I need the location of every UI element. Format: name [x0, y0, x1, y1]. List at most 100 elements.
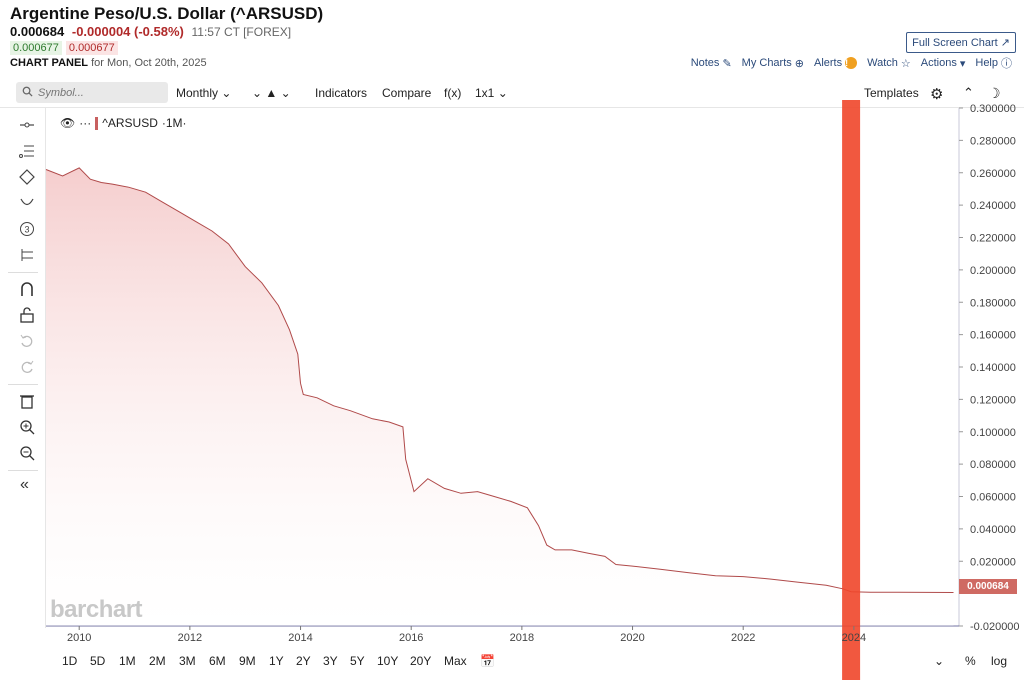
- chevron-down-icon: ⌄: [221, 86, 232, 100]
- quote-time: 11:57 CT [FOREX]: [191, 25, 292, 39]
- undo-icon[interactable]: [18, 332, 36, 350]
- percent-toggle[interactable]: %: [965, 654, 976, 668]
- x-tick-label: 2024: [842, 632, 866, 644]
- legend-symbol: ^ARSUSD: [102, 116, 158, 130]
- trash-icon[interactable]: [18, 392, 36, 410]
- templates-button[interactable]: Templates: [864, 86, 919, 100]
- series-color-swatch: [95, 116, 99, 130]
- y-tick-label: 0.240000: [970, 200, 1016, 212]
- last-price-tag: 0.000684: [959, 579, 1017, 594]
- range-5y[interactable]: 5Y: [350, 654, 365, 668]
- log-toggle[interactable]: log: [991, 654, 1008, 668]
- fib-tool-icon[interactable]: [18, 142, 36, 160]
- range-3m[interactable]: 3M: [179, 654, 196, 668]
- indicators-button[interactable]: Indicators: [315, 86, 368, 100]
- y-tick-label: 0.260000: [970, 168, 1016, 180]
- highlight-band: [842, 100, 861, 680]
- x-tick-label: 2016: [399, 632, 423, 644]
- line-tool-icon[interactable]: [18, 116, 36, 134]
- x-tick-label: 2020: [620, 632, 644, 644]
- my-charts-link[interactable]: My Charts ⊕: [742, 57, 804, 70]
- chevron-down-icon: ⌄: [252, 86, 263, 100]
- moon-icon[interactable]: ☽: [988, 85, 1001, 101]
- curve-tool-icon[interactable]: [18, 194, 36, 212]
- layout-dropdown[interactable]: 1x1 ⌄: [475, 86, 508, 100]
- range-bar: 1D 5D 1M 2M 3M 6M 9M 1Y 2Y 3Y 5Y 10Y 20Y…: [46, 650, 1016, 672]
- x-tick-label: 2018: [510, 632, 534, 644]
- gear-icon[interactable]: ⚙: [930, 86, 944, 103]
- chart-type-dropdown[interactable]: ⌄ ▲ ⌄: [252, 86, 291, 100]
- chevrons-down-icon[interactable]: ⌄: [934, 654, 945, 668]
- quote-line: 0.000684 -0.000004 (-0.58%) 11:57 CT [FO…: [10, 24, 291, 39]
- mountain-chart-icon: ▲: [265, 86, 278, 100]
- bid-price: 0.000677: [10, 41, 62, 55]
- range-1d[interactable]: 1D: [62, 654, 78, 668]
- y-tick-label: 0.180000: [970, 297, 1016, 309]
- range-1m[interactable]: 1M: [119, 654, 136, 668]
- drawing-tools-rail: 3 «: [0, 108, 46, 628]
- range-5d[interactable]: 5D: [90, 654, 106, 668]
- range-2y[interactable]: 2Y: [296, 654, 311, 668]
- interval-label: Monthly: [176, 86, 219, 100]
- alerts-link[interactable]: Alerts!: [814, 57, 858, 69]
- collapse-left-icon[interactable]: «: [20, 476, 29, 493]
- range-10y[interactable]: 10Y: [377, 654, 399, 668]
- interval-dropdown[interactable]: Monthly ⌄: [176, 86, 231, 100]
- y-tick-label: 0.100000: [970, 427, 1016, 439]
- alerts-label: Alerts: [814, 57, 843, 69]
- range-2m[interactable]: 2M: [149, 654, 166, 668]
- x-tick-label: 2012: [178, 632, 202, 644]
- actions-menu[interactable]: Actions ▾: [921, 57, 966, 70]
- measure-tool-icon[interactable]: [18, 246, 36, 264]
- redo-icon[interactable]: [18, 358, 36, 376]
- series-area: [46, 167, 954, 626]
- y-tick-label: 0.060000: [970, 492, 1016, 504]
- range-9m[interactable]: 9M: [239, 654, 256, 668]
- y-tick-label: 0.120000: [970, 394, 1016, 406]
- range-1y[interactable]: 1Y: [269, 654, 284, 668]
- watch-label: Watch: [867, 57, 898, 69]
- range-6m[interactable]: 6M: [209, 654, 226, 668]
- chevron-down-icon: ⌄: [280, 86, 291, 100]
- layout-label: 1x1: [475, 86, 495, 100]
- eye-icon[interactable]: 👁: [60, 116, 76, 130]
- calendar-icon[interactable]: 📅: [480, 654, 495, 668]
- collapse-up-icon[interactable]: ⌃: [963, 85, 974, 100]
- instrument-title: Argentine Peso/U.S. Dollar (^ARSUSD): [10, 4, 324, 23]
- zoom-in-icon[interactable]: [18, 418, 36, 436]
- range-max[interactable]: Max: [444, 654, 467, 668]
- notes-label: Notes: [690, 57, 720, 69]
- series-legend[interactable]: 👁 ··· ^ARSUSD ·1M·: [60, 116, 187, 130]
- search-icon: [22, 86, 33, 97]
- compare-button[interactable]: Compare: [382, 86, 432, 100]
- legend-menu-icon[interactable]: ···: [79, 116, 92, 130]
- shape-tool-icon[interactable]: [18, 168, 36, 186]
- bid-ask: 0.000677 0.000677: [10, 41, 118, 55]
- magnet-icon[interactable]: [18, 280, 36, 298]
- range-20y[interactable]: 20Y: [410, 654, 432, 668]
- y-tick-label: 0.140000: [970, 362, 1016, 374]
- y-tick-label: 0.160000: [970, 330, 1016, 342]
- alert-icon: !: [845, 57, 858, 69]
- rail-divider: [8, 272, 38, 273]
- zoom-out-icon[interactable]: [18, 444, 36, 462]
- y-tick-label: 0.280000: [970, 135, 1016, 147]
- symbol-search-input[interactable]: [16, 82, 168, 103]
- y-tick-label: 0.040000: [970, 524, 1016, 536]
- notes-link[interactable]: Notes ✎: [691, 57, 732, 70]
- rail-divider: [8, 384, 38, 385]
- help-link[interactable]: Help ⓘ: [975, 55, 1012, 71]
- y-tick-label: 0.080000: [970, 459, 1016, 471]
- unlock-icon[interactable]: [18, 306, 36, 324]
- chevron-down-icon: ⌄: [497, 86, 508, 100]
- full-screen-chart-button[interactable]: Full Screen Chart ↗: [906, 32, 1016, 53]
- range-3y[interactable]: 3Y: [323, 654, 338, 668]
- function-button[interactable]: f(x): [444, 86, 462, 100]
- my-charts-label: My Charts: [741, 57, 792, 69]
- y-tick-label: 0.300000: [970, 103, 1016, 115]
- pencil-icon: ✎: [722, 57, 732, 70]
- external-arrow-icon: ↗: [1000, 37, 1010, 49]
- watch-link[interactable]: Watch ☆: [867, 57, 911, 70]
- pattern-tool-icon[interactable]: 3: [18, 220, 36, 238]
